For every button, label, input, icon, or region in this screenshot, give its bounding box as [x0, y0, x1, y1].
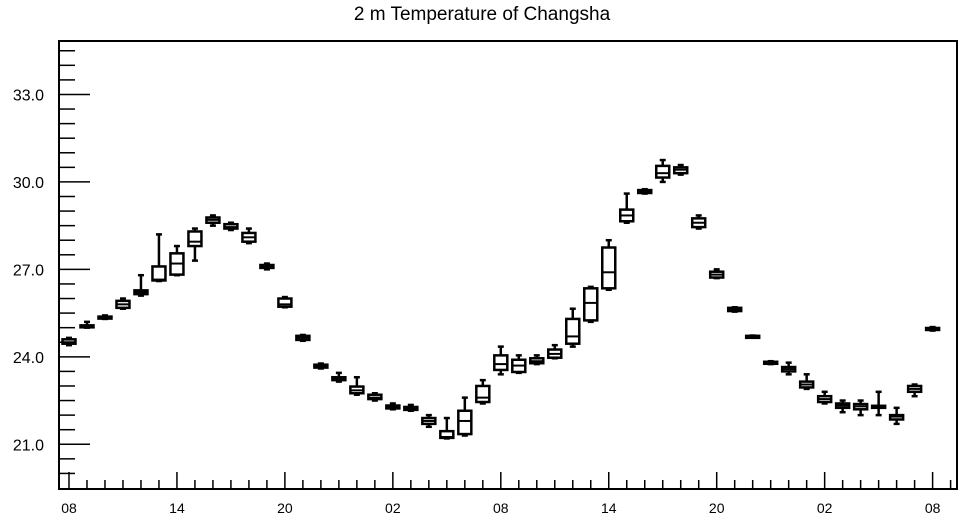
box-37: [726, 306, 743, 313]
box-25: [511, 354, 527, 375]
box-28: [565, 307, 581, 348]
box-34: [672, 163, 689, 176]
chart-title: 2 m Temperature of Changsha: [353, 4, 611, 25]
box-24: [493, 345, 509, 376]
box-31: [618, 192, 635, 224]
box-22: [457, 396, 473, 437]
iqr-box: [654, 164, 671, 179]
box-4: [133, 273, 149, 297]
box-48: [924, 325, 941, 332]
y-tick-label: 27.0: [13, 262, 44, 279]
x-tick-label: 02: [385, 500, 401, 516]
x-tick-label: 02: [817, 500, 833, 516]
box-12: [277, 295, 293, 309]
box-15: [331, 371, 347, 383]
box-8: [205, 214, 221, 227]
box-44: [852, 399, 869, 417]
x-tick-label: 08: [925, 500, 941, 516]
y-tick-label: 24.0: [13, 350, 44, 367]
iqr-box: [457, 409, 473, 436]
x-tick-label: 20: [709, 500, 725, 516]
box-29: [583, 285, 599, 324]
box-10: [241, 227, 257, 245]
box-41: [798, 373, 815, 391]
iqr-box: [187, 230, 203, 248]
box-19: [403, 403, 419, 413]
box-16: [349, 375, 365, 396]
box-20: [421, 413, 437, 429]
box-21: [439, 416, 455, 440]
x-tick-label: 14: [601, 500, 617, 516]
box-series: [61, 158, 941, 440]
box-5: [151, 233, 167, 283]
y-tick-label: 30.0: [13, 175, 44, 192]
box-38: [744, 334, 761, 340]
x-tick-label: 08: [493, 500, 509, 516]
iqr-box: [601, 246, 617, 290]
x-tick-label: 14: [169, 500, 185, 516]
iqr-box: [583, 287, 599, 322]
box-42: [816, 390, 833, 405]
box-18: [385, 402, 401, 411]
box-30: [601, 238, 617, 292]
box-23: [475, 378, 491, 405]
iqr-box: [493, 354, 509, 372]
box-13: [295, 333, 311, 343]
iqr-box: [277, 297, 293, 308]
box-45: [870, 390, 887, 417]
box-33: [654, 158, 671, 184]
box-11: [259, 262, 275, 271]
y-axis: 21.0 24.0 27.0 30.0 33.0: [13, 49, 90, 475]
box-26: [529, 354, 545, 366]
box-46: [888, 406, 905, 426]
box-32: [636, 187, 653, 195]
x-axis: 08 14 20 02 08 14 20 02 08: [61, 472, 952, 516]
box-0: [61, 336, 77, 347]
iqr-box: [565, 317, 581, 345]
box-3: [115, 297, 131, 310]
box-27: [547, 343, 563, 360]
iqr-box: [151, 265, 167, 282]
box-14: [313, 362, 329, 370]
box-47: [906, 383, 923, 398]
box-2: [97, 314, 113, 321]
box-17: [367, 392, 383, 402]
x-tick-label: 20: [277, 500, 293, 516]
box-39: [762, 359, 779, 366]
iqr-box: [475, 384, 491, 404]
x-tick-label: 08: [61, 500, 77, 516]
box-6: [169, 244, 185, 277]
box-40: [780, 361, 797, 376]
box-43: [834, 399, 851, 414]
box-9: [223, 221, 239, 232]
box-1: [79, 320, 95, 329]
plot-frame: [58, 40, 958, 490]
box-35: [690, 214, 707, 230]
box-7: [187, 227, 203, 262]
y-tick-label: 21.0: [13, 437, 44, 454]
box-36: [708, 268, 725, 280]
y-tick-label: 33.0: [13, 87, 44, 104]
